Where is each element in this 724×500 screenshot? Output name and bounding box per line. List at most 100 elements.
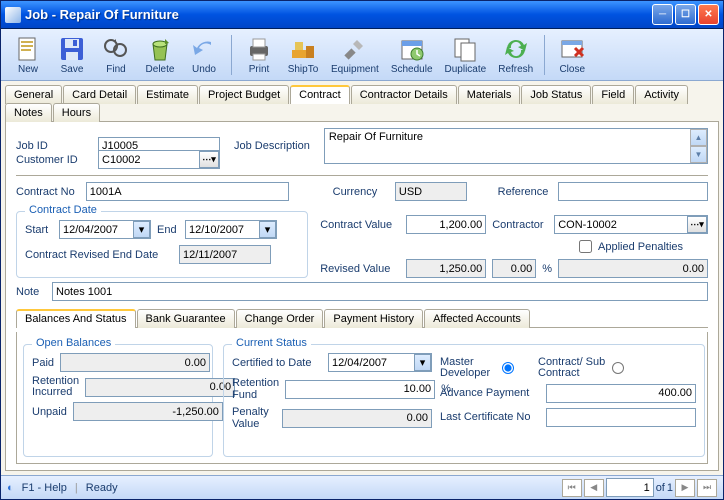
pager: ⏮ ◀ of 1 ▶ ⏭ [562, 478, 717, 497]
print-button[interactable]: Print [238, 31, 280, 79]
revised-end-field [179, 245, 271, 264]
master-developer-radio[interactable] [502, 362, 514, 374]
penalty-amt-field [558, 259, 708, 278]
print-icon [245, 35, 273, 63]
currency-label: Currency [333, 186, 389, 198]
revised-value-field [406, 259, 486, 278]
toolbar-sep [231, 35, 232, 75]
next-page-button[interactable]: ▶ [675, 479, 695, 497]
scroll-up-icon[interactable]: ▲ [690, 129, 707, 146]
titlebar[interactable]: Job - Repair Of Furniture ─ ☐ ✕ [1, 1, 723, 29]
reference-field[interactable] [558, 182, 708, 201]
advance-field[interactable] [546, 384, 696, 403]
shipto-button[interactable]: ShipTo [282, 31, 324, 79]
first-page-button[interactable]: ⏮ [562, 479, 582, 497]
save-button[interactable]: Save [51, 31, 93, 79]
content: General Card Detail Estimate Project Bud… [1, 81, 723, 475]
contract-no-label: Contract No [16, 186, 80, 198]
open-balances-group: Open Balances Paid Retention Incurred Un… [23, 344, 213, 457]
tab-notes[interactable]: Notes [5, 103, 52, 122]
toolbar-sep [544, 35, 545, 75]
tab-bank-guarantee[interactable]: Bank Guarantee [137, 309, 235, 328]
new-icon [14, 35, 42, 63]
duplicate-button[interactable]: Duplicate [440, 31, 492, 79]
tab-job-status[interactable]: Job Status [521, 85, 591, 104]
tab-estimate[interactable]: Estimate [137, 85, 198, 104]
statusbar: ◐ F1 - Help | Ready ⏮ ◀ of 1 ▶ ⏭ [1, 475, 723, 499]
schedule-button[interactable]: Schedule [386, 31, 438, 79]
sub-contract-radio[interactable] [612, 362, 624, 374]
chevron-down-icon[interactable]: ▾ [259, 221, 276, 238]
schedule-icon [398, 35, 426, 63]
note-field[interactable] [52, 282, 708, 301]
tab-project-budget[interactable]: Project Budget [199, 85, 289, 104]
last-cert-field[interactable] [546, 408, 696, 427]
page-field[interactable] [606, 478, 654, 497]
current-status-group: Current Status Certified to Date▾ Retent… [223, 344, 705, 457]
contractor-lookup-button[interactable]: ⋯▾ [687, 216, 707, 233]
tab-contractor-details[interactable]: Contractor Details [351, 85, 457, 104]
contractor-field[interactable] [554, 215, 708, 234]
advance-label: Advance Payment [440, 387, 540, 399]
new-button[interactable]: New [7, 31, 49, 79]
last-cert-label: Last Certificate No [440, 411, 540, 423]
last-page-button[interactable]: ⏭ [697, 479, 717, 497]
main-tabs: General Card Detail Estimate Project Bud… [5, 85, 719, 122]
start-label: Start [25, 224, 53, 236]
reference-label: Reference [498, 186, 552, 198]
end-label: End [157, 224, 179, 236]
tab-activity[interactable]: Activity [635, 85, 688, 104]
tab-hours[interactable]: Hours [53, 103, 100, 122]
contract-date-group: Contract Date Start ▾ End ▾ Contract Rev… [16, 211, 308, 278]
minimize-button[interactable]: ─ [652, 4, 673, 25]
tab-materials[interactable]: Materials [458, 85, 521, 104]
tab-general[interactable]: General [5, 85, 62, 104]
tab-balances-status[interactable]: Balances And Status [16, 309, 136, 328]
tab-contract[interactable]: Contract [290, 85, 350, 104]
customer-lookup-button[interactable]: ⋯▾ [199, 151, 219, 168]
undo-icon [190, 35, 218, 63]
close-button[interactable]: Close [551, 31, 593, 79]
chevron-down-icon[interactable]: ▾ [414, 354, 431, 371]
certified-label: Certified to Date [232, 357, 322, 369]
retention-fund-label: Retention Fund [232, 377, 279, 401]
f1-help-text: F1 - Help [22, 482, 67, 494]
prev-page-button[interactable]: ◀ [584, 479, 604, 497]
contract-value-label: Contract Value [320, 219, 400, 231]
sub-contract-label: Contract/ Sub Contract [538, 357, 606, 379]
retention-fund-field[interactable] [285, 380, 435, 399]
paid-label: Paid [32, 357, 54, 369]
paid-field [60, 353, 210, 372]
undo-button[interactable]: Undo [183, 31, 225, 79]
tab-change-order[interactable]: Change Order [236, 309, 324, 328]
revised-value-label: Revised Value [320, 263, 400, 275]
tab-field[interactable]: Field [592, 85, 634, 104]
equipment-icon [341, 35, 369, 63]
applied-penalties-checkbox[interactable] [579, 240, 592, 253]
tab-affected-accounts[interactable]: Affected Accounts [424, 309, 530, 328]
save-icon [58, 35, 86, 63]
currency-field [395, 182, 467, 201]
help-icon: ◐ [7, 482, 14, 494]
contract-no-field[interactable] [86, 182, 289, 201]
shipto-icon [289, 35, 317, 63]
refresh-button[interactable]: Refresh [493, 31, 538, 79]
maximize-button[interactable]: ☐ [675, 4, 696, 25]
find-button[interactable]: Find [95, 31, 137, 79]
equipment-button[interactable]: Equipment [326, 31, 384, 79]
penalty-value-field [282, 409, 432, 428]
revised-end-label: Contract Revised End Date [25, 249, 173, 261]
chevron-down-icon[interactable]: ▾ [133, 221, 150, 238]
delete-button[interactable]: Delete [139, 31, 181, 79]
contract-value-field[interactable] [406, 215, 486, 234]
pct-label: % [542, 263, 552, 275]
window-close-button[interactable]: ✕ [698, 4, 719, 25]
retention-field [85, 378, 235, 397]
tab-card-detail[interactable]: Card Detail [63, 85, 136, 104]
penalty-pct-field [492, 259, 536, 278]
toolbar: New Save Find Delete Undo Print ShipTo E… [1, 29, 723, 81]
app-icon [5, 7, 21, 23]
contract-panel: Job ID Job Description Repair Of Furnitu… [5, 122, 719, 471]
tab-payment-history[interactable]: Payment History [324, 309, 423, 328]
penalty-value-label: Penalty Value [232, 406, 276, 430]
